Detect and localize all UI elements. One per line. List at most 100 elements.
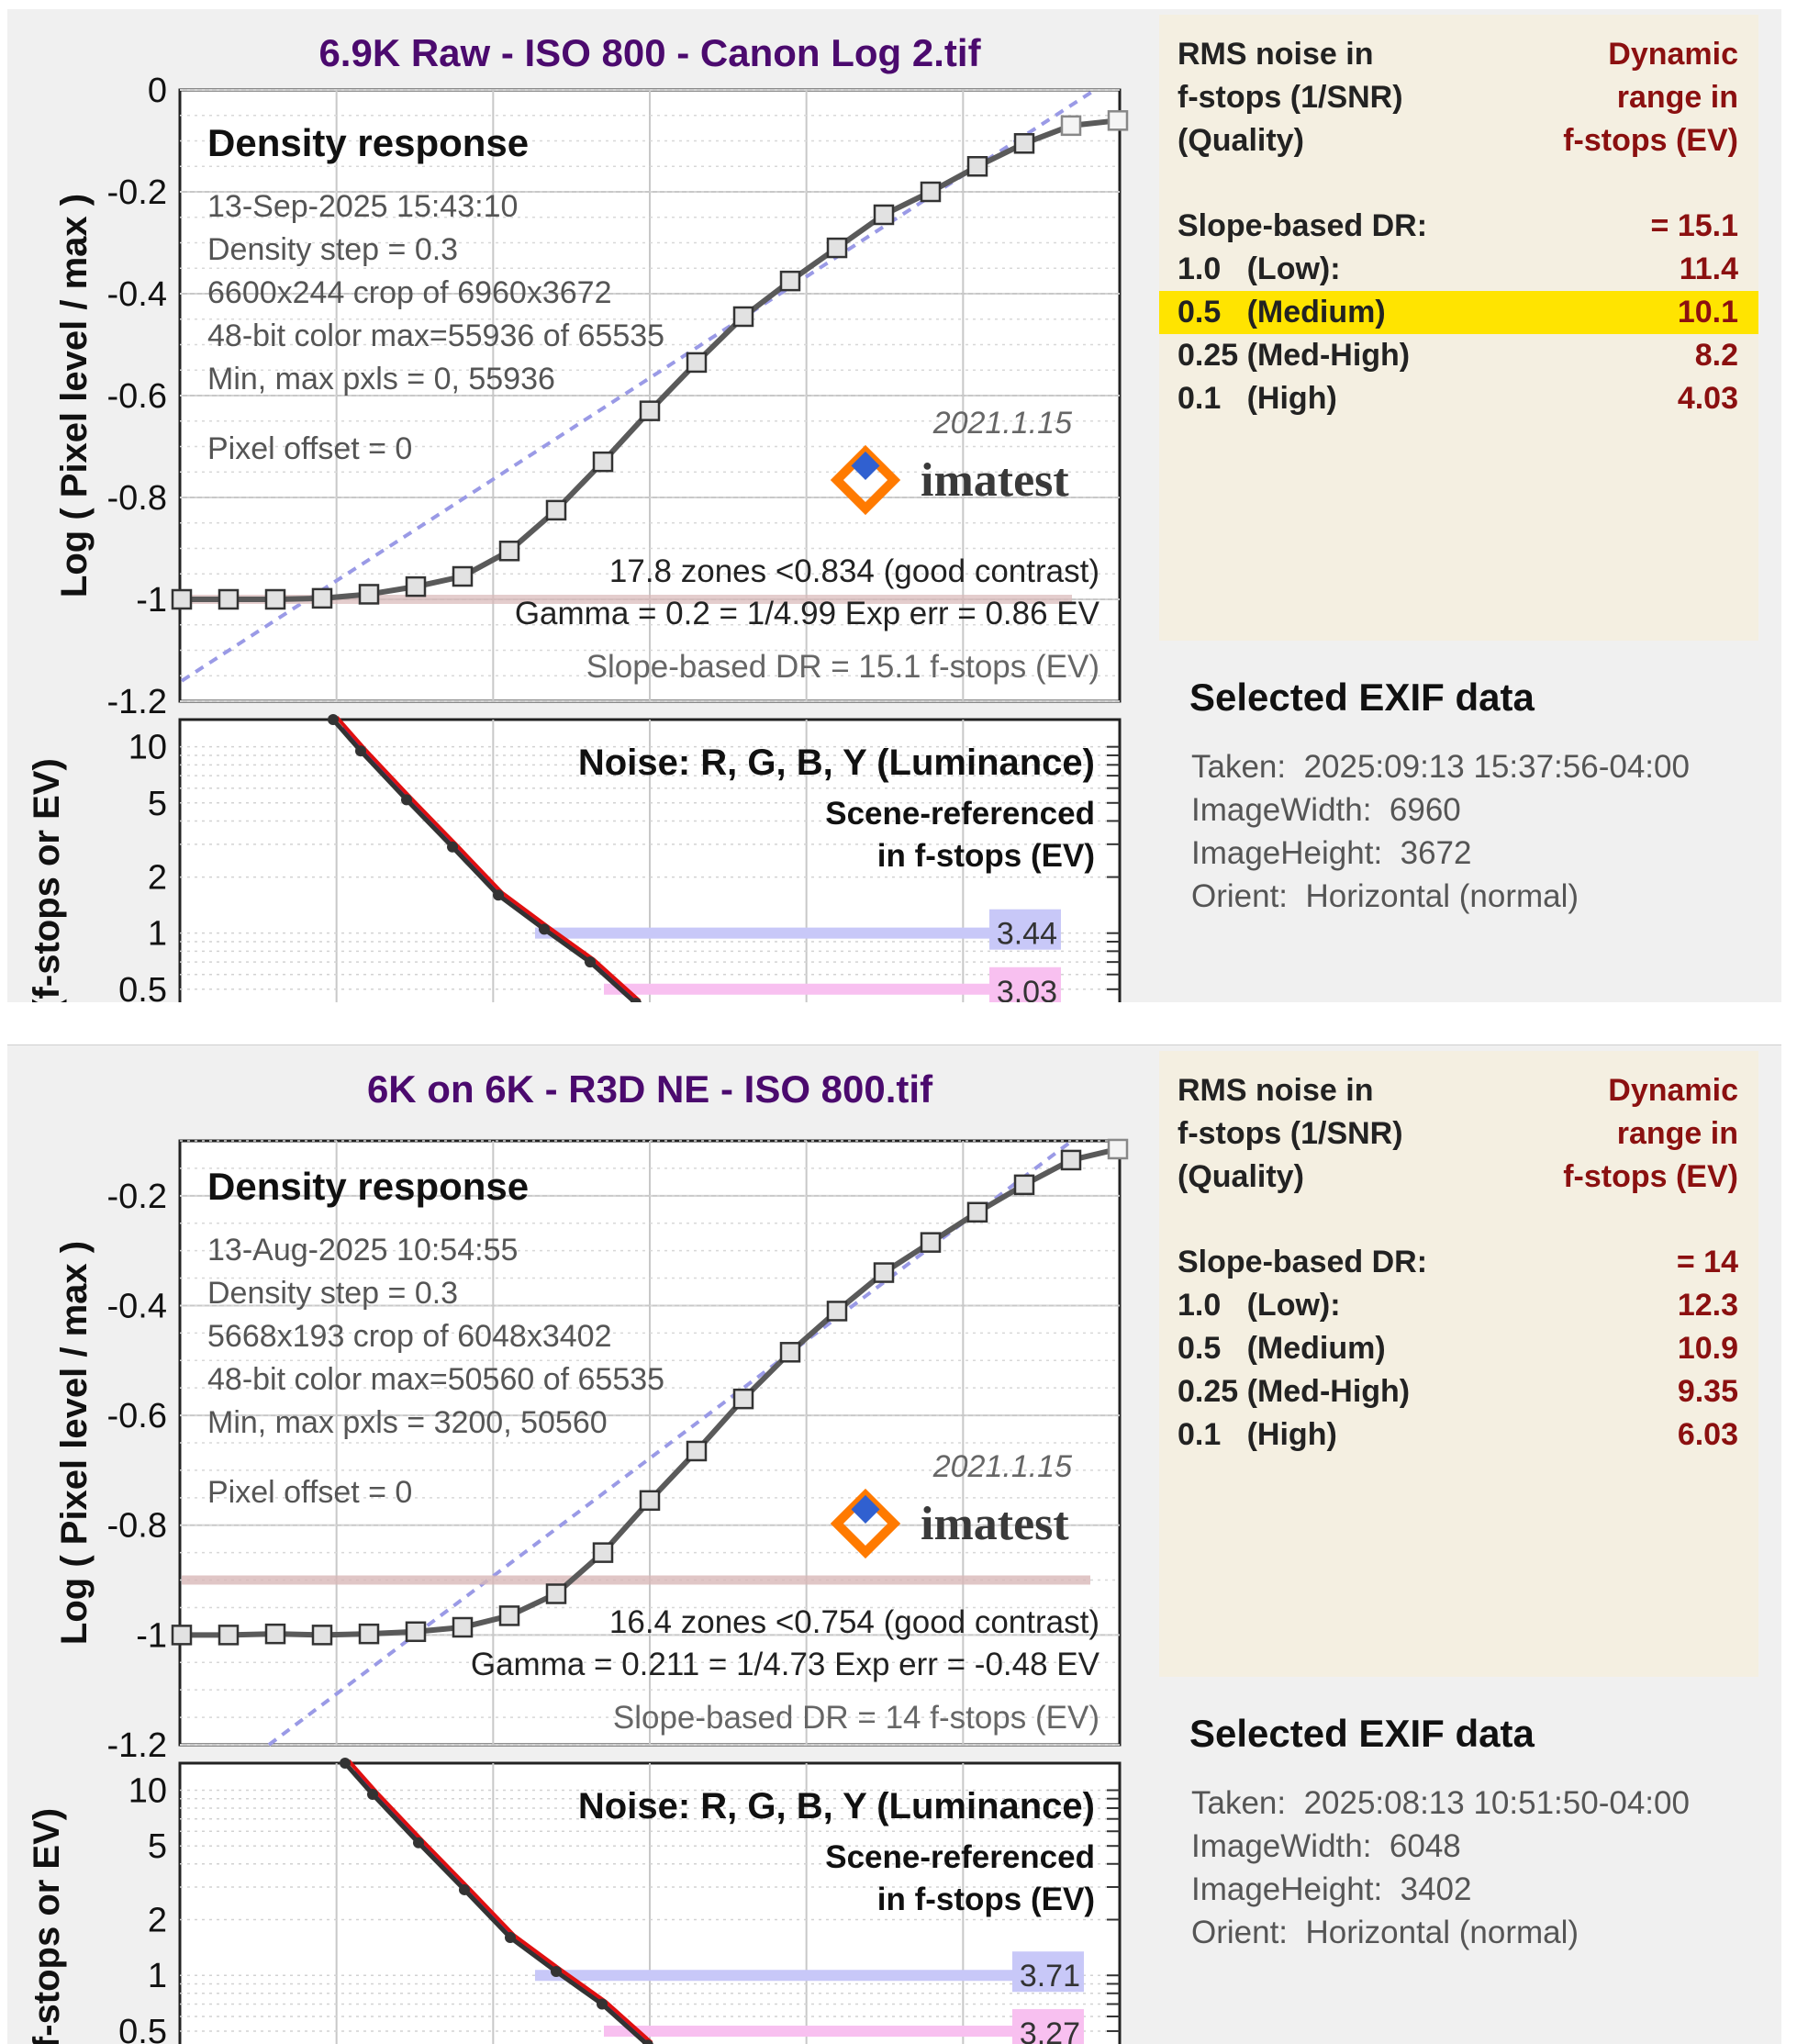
noise-y-tick-label: 5 <box>148 785 167 823</box>
y-tick-label: -0.4 <box>107 275 167 314</box>
density-point <box>639 1490 661 1512</box>
density-point <box>592 1542 614 1563</box>
density-point <box>218 588 240 610</box>
noise-marker-label-bg-2 <box>1012 2008 1084 2044</box>
noise-point <box>355 745 366 757</box>
noise-marker-label-bg-1 <box>989 909 1061 950</box>
density-point <box>732 306 754 328</box>
panel-top: 6.9K Raw - ISO 800 - Canon Log 2.tif 0 -0.… <box>7 9 1781 1002</box>
noise-subheading-1: Scene-referenced <box>825 796 1095 832</box>
density-point <box>639 400 661 421</box>
y-tick-label: -0.6 <box>107 377 167 416</box>
dr-row-slope: Slope-based DR: = 14 <box>1178 1245 1738 1279</box>
panel-bottom: 6K on 6K - R3D NE - ISO 800.tif -0.2 -0.4 -… <box>7 1044 1781 2044</box>
density-point <box>264 1623 286 1645</box>
exif-title: Selected EXIF data <box>1189 676 1535 719</box>
logo-square-outer <box>830 1488 901 1559</box>
dr-summary-box: RMS noise in f-stops (1/SNR) (Quality) D… <box>1159 15 1758 641</box>
noise-marker-value-1: 3.44 <box>997 917 1057 952</box>
noise-subheading-2: in f-stops (EV) <box>877 1882 1095 1917</box>
noise-marker-value-1: 3.71 <box>1020 1959 1080 1994</box>
dr-row-slope: Slope-based DR: = 15.1 <box>1178 208 1738 243</box>
exif-orient: Orient: Horizontal (normal) <box>1191 878 1579 914</box>
imatest-logo-text: imatest <box>921 454 1069 507</box>
noise-point <box>401 794 412 806</box>
density-stat-line: 16.4 zones <0.754 (good contrast) <box>609 1604 1099 1640</box>
noise-y-tick-label: 10 <box>128 729 167 767</box>
exif-height: ImageHeight: 3672 <box>1191 835 1472 871</box>
noise-heading: Noise: R, G, B, Y (Luminance) <box>578 743 1095 783</box>
exif-orient: Orient: Horizontal (normal) <box>1191 1915 1579 1950</box>
density-point <box>264 588 286 610</box>
y-tick-label: -1 <box>136 581 167 620</box>
noise-subheading-2: in f-stops (EV) <box>877 838 1095 874</box>
noise-curve-red <box>347 1759 653 2044</box>
density-heading: Density response <box>207 121 529 164</box>
density-info-line: 48-bit color max=50560 of 65535 <box>207 1362 664 1397</box>
density-point <box>405 1621 427 1643</box>
density-point <box>873 204 895 226</box>
noise-y-tick-label: 2 <box>148 859 167 898</box>
exif-taken: Taken: 2025:09:13 15:37:56-04:00 <box>1191 749 1690 785</box>
density-point <box>873 1262 895 1283</box>
dr-left-header: RMS noise in f-stops (1/SNR) (Quality) <box>1178 1073 1403 1194</box>
noise-point <box>551 1965 562 1977</box>
y-tick-label: -0.2 <box>107 1178 167 1216</box>
imatest-logo-icon <box>830 444 901 516</box>
density-point <box>1013 1174 1035 1196</box>
density-point <box>405 575 427 598</box>
slope-reference-line <box>267 1139 1074 1747</box>
noise-marker-value-2: 3.27 <box>1020 2016 1080 2044</box>
dr-row-med-high: 0.25 (Med-High) 8.2 <box>1178 338 1738 373</box>
noise-y-tick-label: 5 <box>148 1827 167 1866</box>
noise-y-tick-label: 1 <box>148 1957 167 1995</box>
noise-y-tick-label: 10 <box>128 1771 167 1810</box>
pixel-offset: Pixel offset = 0 <box>207 431 412 466</box>
noise-curve-red <box>335 716 642 1002</box>
density-point <box>966 156 988 177</box>
dr-row-low: 1.0 (Low): 12.3 <box>1178 1288 1738 1323</box>
exif-height: ImageHeight: 3402 <box>1191 1871 1472 1907</box>
noise-y-tick-label: 0.5 <box>118 2013 167 2044</box>
noise-point <box>597 1998 608 2010</box>
noise-point <box>413 1837 424 1849</box>
y-tick-label: -1.2 <box>107 683 167 721</box>
noise-point <box>585 956 596 968</box>
density-info-line: 6600x244 crop of 6960x3672 <box>207 275 611 310</box>
noise-point <box>539 923 550 935</box>
noise-marker-value-2: 3.03 <box>997 975 1057 1002</box>
noise-point <box>328 714 339 725</box>
density-point <box>545 499 567 521</box>
density-info-line: 13-Aug-2025 10:54:55 <box>207 1233 518 1268</box>
density-info-line: Density step = 0.3 <box>207 1276 458 1311</box>
density-point <box>545 1583 567 1604</box>
dr-row-med-high: 0.25 (Med-High) 9.35 <box>1178 1374 1738 1409</box>
density-point <box>732 1388 754 1410</box>
y-tick-label: -0.8 <box>107 479 167 518</box>
y-tick-label: -1 <box>136 1616 167 1655</box>
density-point <box>452 1616 474 1638</box>
density-point <box>218 1625 240 1646</box>
noise-y-tick-label: 2 <box>148 1901 167 1939</box>
density-point <box>920 1232 942 1253</box>
density-point <box>311 587 333 609</box>
density-stat-line: 17.8 zones <0.834 (good contrast) <box>609 553 1099 589</box>
exif-width: ImageWidth: 6960 <box>1191 792 1461 828</box>
dr-row-high: 0.1 (High) 6.03 <box>1178 1417 1738 1452</box>
density-point <box>686 1440 708 1462</box>
chart-area: 6K on 6K - R3D NE - ISO 800.tif -0.2 -0.4 -… <box>27 1067 1129 2044</box>
version-label: 2021.1.15 <box>932 1449 1072 1484</box>
density-info-line: 5668x193 crop of 6048x3402 <box>207 1319 611 1354</box>
density-info-line: 13-Sep-2025 15:43:10 <box>207 189 518 224</box>
y-tick-label: -0.8 <box>107 1507 167 1546</box>
noise-y-tick-label: 1 <box>148 915 167 954</box>
y-tick-label: -1.2 <box>107 1726 167 1765</box>
noise-point <box>367 1788 378 1800</box>
density-point <box>1107 110 1129 131</box>
y-tick-label: 0 <box>148 72 167 110</box>
density-point <box>498 1605 520 1626</box>
density-info-line: 48-bit color max=55936 of 65535 <box>207 318 664 353</box>
density-point <box>966 1201 988 1223</box>
noise-marker-label-bg-2 <box>989 966 1061 1002</box>
logo-square-inner <box>851 1494 880 1524</box>
